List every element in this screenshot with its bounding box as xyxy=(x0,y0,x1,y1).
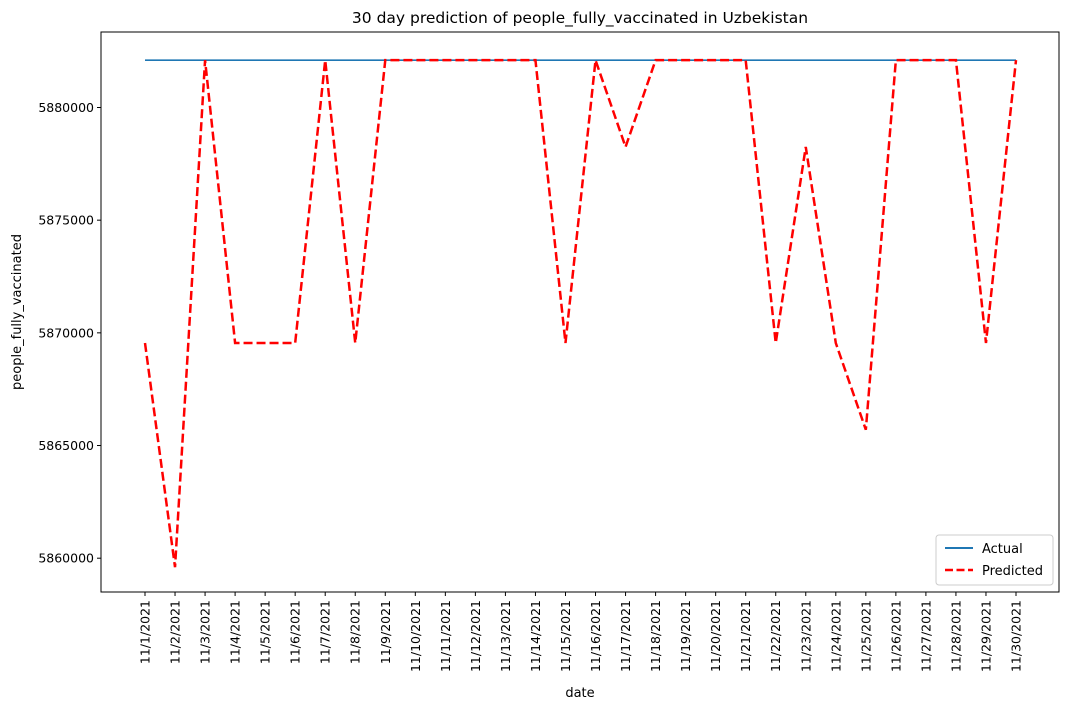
x-tick-label: 11/23/2021 xyxy=(798,600,813,672)
x-tick-label: 11/12/2021 xyxy=(468,600,483,672)
legend: Actual Predicted xyxy=(935,534,1054,586)
x-tick-label: 11/30/2021 xyxy=(1009,600,1024,672)
x-axis: 11/1/2021 11/2/2021 11/3/2021 11/4/2021 11/5… xyxy=(138,592,1024,672)
legend-actual-label: Actual xyxy=(982,542,1023,557)
x-tick-label: 11/14/2021 xyxy=(528,600,543,672)
x-tick-label: 11/5/2021 xyxy=(258,600,273,664)
x-tick-label: 11/7/2021 xyxy=(318,600,333,664)
x-tick-label: 11/6/2021 xyxy=(288,600,303,664)
x-tick-label: 11/29/2021 xyxy=(978,600,993,672)
x-axis-title: date xyxy=(565,686,594,701)
x-tick-label: 11/17/2021 xyxy=(618,600,633,672)
x-tick-label: 11/15/2021 xyxy=(558,600,573,672)
x-tick-label: 11/4/2021 xyxy=(228,600,243,664)
y-tick-label: 5875000 xyxy=(38,213,94,228)
y-tick-label: 5870000 xyxy=(38,325,94,340)
x-tick-label: 11/28/2021 xyxy=(948,600,963,672)
x-tick-label: 11/9/2021 xyxy=(378,600,393,664)
plot-area xyxy=(143,58,1018,568)
x-tick-label: 11/16/2021 xyxy=(588,600,603,672)
x-tick-label: 11/2/2021 xyxy=(168,600,183,664)
x-tick-label: 11/11/2021 xyxy=(438,600,453,672)
x-tick-label: 11/18/2021 xyxy=(648,600,663,672)
x-tick-label: 11/26/2021 xyxy=(888,600,903,672)
x-tick-label: 11/8/2021 xyxy=(348,600,363,664)
x-tick-label: 11/10/2021 xyxy=(408,600,423,672)
x-tick-label: 11/20/2021 xyxy=(708,600,723,672)
x-tick-label: 11/24/2021 xyxy=(828,600,843,672)
y-tick-label: 5860000 xyxy=(38,551,94,566)
x-tick-label: 11/3/2021 xyxy=(198,600,213,664)
x-tick-label: 11/19/2021 xyxy=(678,600,693,672)
y-axis: 5860000 5865000 5870000 5875000 5880000 xyxy=(38,100,101,566)
y-tick-label: 5880000 xyxy=(38,100,94,115)
legend-predicted-label: Predicted xyxy=(982,564,1043,579)
series-line-predicted xyxy=(143,58,1018,568)
x-tick-label: 11/1/2021 xyxy=(138,600,153,664)
x-tick-label: 11/13/2021 xyxy=(498,600,513,672)
x-tick-label: 11/27/2021 xyxy=(918,600,933,672)
x-tick-label: 11/25/2021 xyxy=(858,600,873,672)
x-tick-label: 11/22/2021 xyxy=(768,600,783,672)
plot-frame xyxy=(100,31,1060,593)
x-tick-label: 11/21/2021 xyxy=(738,600,753,672)
chart-title: 30 day prediction of people_fully_vaccin… xyxy=(352,9,808,28)
y-tick-label: 5865000 xyxy=(38,438,94,453)
y-axis-title: people_fully_vaccinated xyxy=(10,234,25,390)
